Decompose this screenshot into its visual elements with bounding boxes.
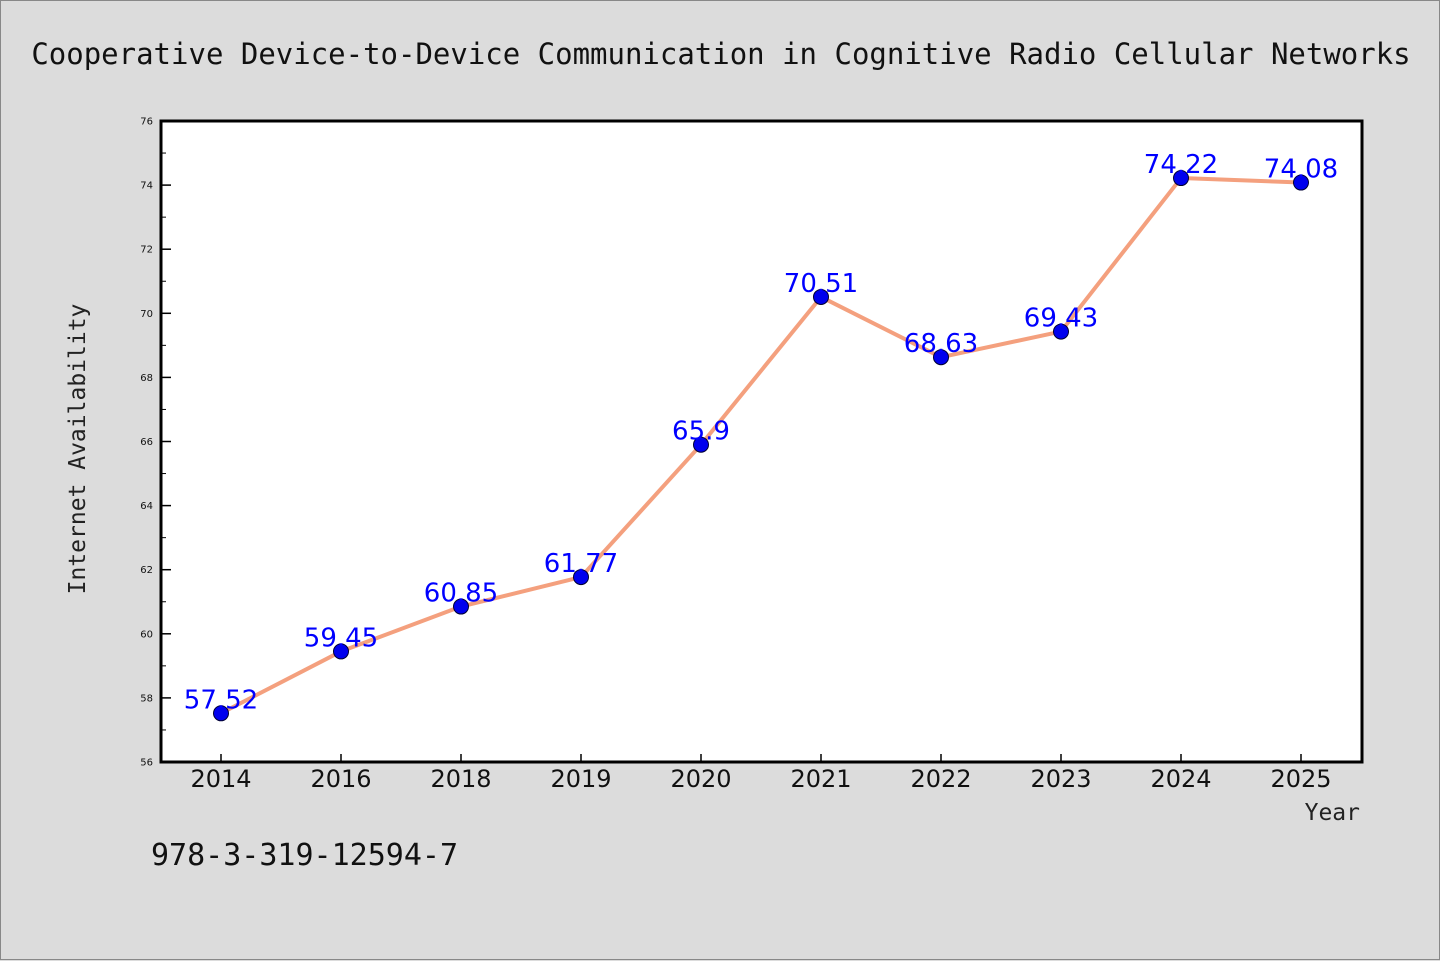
data-point-marker (1053, 323, 1069, 340)
x-tick-label: 2021 (790, 765, 851, 793)
data-label: 57.52 (184, 685, 258, 715)
isbn-footer: 978-3-319-12594-7 (151, 838, 458, 873)
y-tick-label: 62 (140, 565, 153, 576)
data-point-marker (573, 569, 589, 586)
data-label: 69.43 (1024, 304, 1098, 334)
chart-title: Cooperative Device-to-Device Communicati… (31, 37, 1410, 71)
x-tick-label: 2016 (310, 765, 371, 793)
plot-area (159, 119, 1364, 764)
x-axis: 2014 2016 2018 2019 2020 2021 2022 2023 2024 2025 (190, 754, 1332, 793)
data-label: 61.77 (544, 549, 618, 579)
x-tick-label: 2023 (1030, 765, 1091, 793)
x-tick-label: 2020 (670, 765, 731, 793)
x-axis-label: Year (1305, 800, 1360, 826)
y-tick-label: 74 (140, 181, 153, 192)
data-point-marker (933, 349, 949, 366)
x-tick-label: 2022 (910, 765, 971, 793)
data-point-marker (333, 643, 349, 660)
x-tick-label: 2018 (430, 765, 491, 793)
data-point-marker (1173, 170, 1189, 187)
data-label: 60.85 (424, 579, 498, 609)
x-tick-label: 2025 (1270, 765, 1331, 793)
data-point-marker (1293, 174, 1309, 191)
y-tick-label: 76 (140, 117, 153, 128)
x-tick-label: 2024 (1150, 765, 1211, 793)
x-tick-label: 2014 (190, 765, 251, 793)
series-group: 57.52 59.45 60.85 61.77 65.9 70.51 68.63 69.43 7… (184, 150, 1338, 722)
x-tick-label: 2019 (550, 765, 611, 793)
data-label: 59.45 (304, 623, 378, 653)
y-tick-label: 66 (140, 437, 153, 448)
y-tick-label: 68 (140, 373, 153, 384)
data-label: 70.51 (784, 269, 858, 299)
y-tick-label: 56 (140, 758, 153, 769)
data-point-marker (453, 598, 469, 615)
y-axis: 56 58 60 62 64 66 68 70 72 74 76 (140, 117, 171, 769)
data-label: 74.22 (1144, 150, 1218, 180)
y-axis-label: Internet Availability (65, 304, 91, 595)
data-point-marker (213, 705, 229, 722)
series-line (219, 176, 1303, 716)
data-point-marker (693, 436, 709, 453)
y-tick-label: 60 (140, 629, 153, 640)
data-point-marker (813, 288, 829, 305)
y-tick-label: 58 (140, 693, 153, 704)
y-tick-label: 72 (140, 245, 153, 256)
y-tick-label: 70 (140, 309, 153, 320)
y-tick-label: 64 (140, 501, 153, 512)
data-label: 74.08 (1264, 155, 1338, 185)
data-label: 68.63 (904, 329, 978, 359)
data-label: 65.9 (672, 417, 730, 447)
